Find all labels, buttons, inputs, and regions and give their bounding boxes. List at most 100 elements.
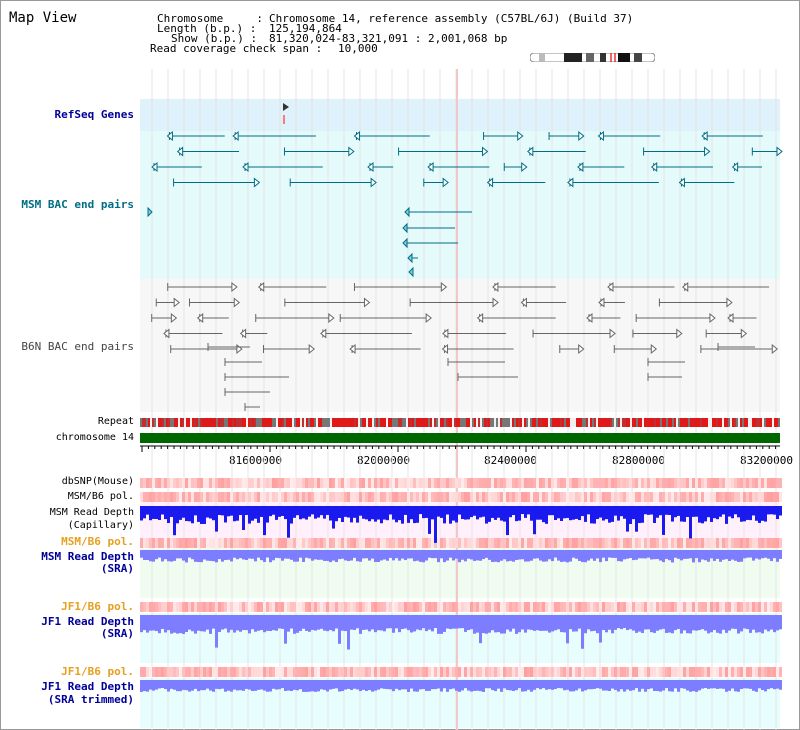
jf1-depth-sra-bar (761, 615, 764, 634)
jf1-b6-pol-2-cell (296, 667, 299, 677)
msm-depth-sra-bar (260, 550, 263, 561)
jf1-depth-sra-bar (194, 615, 197, 634)
msm-depth-cap-bar (491, 506, 494, 518)
jf1-depth-trim-bar (284, 680, 287, 691)
msm-b6-pol-cell (296, 492, 299, 502)
msm-depth-cap-bar (725, 506, 728, 524)
msm-b6-pol-2-cell (776, 538, 779, 548)
jf1-b6-pol-cell (140, 602, 143, 612)
msm-b6-pol-2-cell (743, 538, 746, 548)
msm-depth-cap-bar (341, 506, 344, 522)
dbsnp-cell (617, 478, 620, 488)
msm-b6-pol-2-cell (443, 538, 446, 548)
msm-depth-sra-bar (329, 550, 332, 563)
msm-depth-sra-bar (686, 550, 689, 559)
msm-b6-pol-2-cell (680, 538, 683, 548)
msm-b6-pol-cell (221, 492, 224, 502)
jf1-depth-trim-bar (332, 680, 335, 689)
msm-b6-pol-2-cell (467, 538, 470, 548)
jf1-b6-pol-2-cell (428, 667, 431, 677)
dbsnp-cell (338, 478, 341, 488)
jf1-depth-sra-bar (533, 615, 536, 631)
jf1-b6-pol-cell (710, 602, 713, 612)
jf1-depth-sra-bar (173, 615, 176, 633)
msm-depth-sra-bar (455, 550, 458, 559)
msm-b6-pol-cell (338, 492, 341, 502)
msm-b6-pol-2-cell (587, 538, 590, 548)
jf1-depth-sra-bar (281, 615, 284, 629)
msm-b6-pol-2-cell (629, 538, 632, 548)
msm-b6-pol-2-cell (239, 538, 242, 548)
msm-b6-pol-2-cell (374, 538, 377, 548)
msm-b6-pol-cell (653, 492, 656, 502)
msm-depth-sra-bar (335, 550, 338, 563)
jf1-b6-pol-2-cell (191, 667, 194, 677)
msm-depth-cap-bar (692, 506, 695, 517)
repeat-segment (344, 418, 346, 427)
msm-depth-cap-bar (239, 506, 242, 516)
b6n-bac-label[interactable]: B6N BAC end pairs (21, 340, 134, 353)
repeat-segment (762, 418, 764, 427)
msm-depth-cap-bar (578, 506, 581, 521)
repeat-segment (654, 418, 656, 427)
repeat-segment (320, 418, 322, 427)
jf1-b6-pol-2-cell (548, 667, 551, 677)
b6n-bac-arrow (170, 312, 178, 324)
jf1-depth-trim-bar (188, 680, 191, 692)
jf1-b6-pol-cell (455, 602, 458, 612)
msm-depth-sra-bar (758, 550, 761, 560)
jf1-b6-pol-2-cell (611, 667, 614, 677)
repeat-segment (356, 418, 358, 427)
msm-b6-pol-2-cell (245, 538, 248, 548)
msm-bac-label[interactable]: MSM BAC end pairs (21, 198, 134, 211)
msm-b6-pol-2-cell (140, 538, 143, 548)
jf1-b6-pol-cell (680, 602, 683, 612)
jf1-depth-sra-bar (413, 615, 416, 632)
repeat-segment (586, 418, 588, 427)
msm-depth-cap-bar (563, 506, 566, 519)
jf1-depth-sra-bar (371, 615, 374, 630)
dbsnp-cell (362, 478, 365, 488)
jf1-depth-trim-bar (698, 680, 701, 691)
msm-depth-cap-bar (221, 506, 224, 516)
dbsnp-cell (515, 478, 518, 488)
jf1-depth-sra-bar (464, 615, 467, 632)
refseq-genes-label[interactable]: RefSeq Genes (54, 108, 134, 121)
msm-depth-sra-bar (191, 550, 194, 560)
jf1-b6-pol-2-cell (563, 667, 566, 677)
jf1-depth-sra-bar (524, 615, 527, 633)
repeat-segment (278, 418, 280, 427)
jf1-depth-sra-bar (182, 615, 185, 634)
msm-bac-arrow (486, 177, 494, 188)
msm-b6-pol-cell (152, 492, 155, 502)
msm-b6-pol-cell (194, 492, 197, 502)
dbsnp-cell (488, 478, 491, 488)
chromosome-ideogram[interactable] (530, 53, 655, 62)
jf1-depth-sra-bar (449, 615, 452, 630)
msm-b6-pol-2-cell (596, 538, 599, 548)
dbsnp-cell (530, 478, 533, 488)
msm-depth-sra-bar (350, 550, 353, 561)
jf1-b6-pol-2-cell (317, 667, 320, 677)
msm-depth-cap-bar (332, 506, 335, 529)
repeat-segment (368, 418, 370, 427)
dbsnp-cell (509, 478, 512, 488)
msm-b6-pol-2-cell (677, 538, 680, 548)
jf1-b6-pol-2-cell (440, 667, 443, 677)
jf1-depth-sra-bar (308, 615, 311, 632)
jf1-b6-pol-2-cell (299, 667, 302, 677)
jf1-b6-pol-2-cell (551, 667, 554, 677)
msm-b6-pol-cell (401, 492, 404, 502)
jf1-depth-sra-bar (719, 615, 722, 634)
msm-b6-pol-cell (770, 492, 773, 502)
msm-b6-pol-cell (224, 492, 227, 502)
msm-b6-pol-2-cell (530, 538, 533, 548)
jf1-b6-pol-2-cell (509, 667, 512, 677)
repeat-segment (766, 418, 768, 427)
jf1-b6-pol-2-cell (152, 667, 155, 677)
jf1-b6-pol-cell (569, 602, 572, 612)
msm-depth-sra-bar (518, 550, 521, 560)
jf1-depth-trim-bar (428, 680, 431, 691)
jf1-b6-pol-2-cell (233, 667, 236, 677)
